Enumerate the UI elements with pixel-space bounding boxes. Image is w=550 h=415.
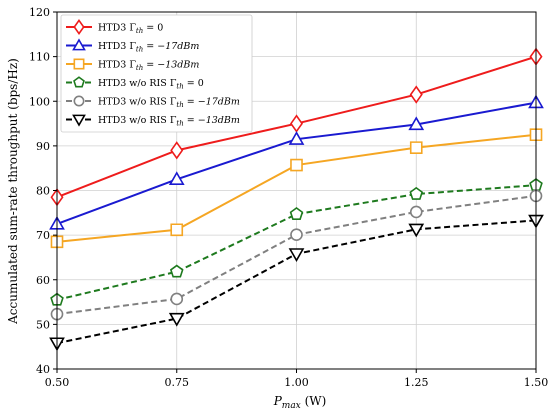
data-point-marker: [290, 228, 303, 242]
y-tick-label: 40: [36, 363, 50, 376]
data-point-marker: [289, 206, 304, 220]
data-point-marker: [289, 114, 304, 133]
data-point-marker: [73, 76, 85, 88]
data-point-marker: [288, 248, 305, 262]
x-axis-label-sub: max: [282, 401, 301, 411]
data-point-marker: [170, 141, 184, 160]
y-tick-label: 100: [29, 95, 50, 108]
data-point-marker: [72, 38, 86, 51]
legend-entry: HTD3 Γth = −17dBm: [66, 38, 199, 54]
x-axis-label: Pmax (W): [273, 394, 327, 411]
legend-box: [60, 14, 253, 133]
y-tick-label: 110: [29, 51, 50, 64]
legend-entry: HTD3 Γth = 0: [66, 19, 163, 36]
data-point-marker: [409, 85, 423, 104]
svg-text:Pmax (W): Pmax (W): [273, 394, 327, 411]
data-point-marker: [408, 116, 425, 131]
data-point-marker: [409, 205, 423, 219]
x-tick-labels: 0.50 0.75 1.00 1.25 1.50: [45, 376, 549, 389]
data-point-marker: [169, 264, 184, 278]
y-tick-label: 80: [36, 185, 50, 198]
data-point-marker: [72, 114, 86, 127]
data-point-marker: [168, 171, 185, 186]
data-point-marker: [409, 186, 424, 200]
data-point-marker: [73, 95, 85, 107]
legend-entry: HTD3 w/o RIS Γth = −13dBm: [66, 114, 240, 128]
x-tick-label: 0.75: [165, 376, 190, 389]
x-tick-label: 1.00: [284, 376, 309, 389]
legend-label: HTD3 Γth = −17dBm: [98, 41, 199, 54]
legend-label: HTD3 Γth = −13dBm: [98, 60, 199, 73]
legend-entry: HTD3 w/o RIS Γth = −17dBm: [66, 95, 240, 110]
x-axis-label-main: P: [273, 394, 283, 408]
y-tick-label: 70: [36, 229, 50, 242]
legend: HTD3 Γth = 0 HTD3 Γth = −17dBm HTD3 Γth = …: [60, 14, 253, 133]
legend-label: HTD3 w/o RIS Γth = −17dBm: [98, 97, 240, 110]
legend-entry: HTD3 Γth = −13dBm: [66, 58, 199, 73]
data-point-marker: [408, 223, 425, 238]
y-tick-labels: 40 50 60 70 80 90 100 110 120: [29, 6, 50, 376]
x-axis-label-unit: (W): [301, 394, 327, 408]
legend-entry: HTD3 w/o RIS Γth = 0: [66, 76, 204, 91]
legend-label: HTD3 Γth = 0: [98, 23, 163, 36]
y-tick-label: 90: [36, 140, 50, 153]
data-point-marker: [73, 58, 85, 70]
legend-label: HTD3 w/o RIS Γth = −13dBm: [98, 115, 240, 128]
data-point-marker: [170, 292, 184, 306]
data-point-marker: [290, 158, 303, 172]
series-lines: [49, 47, 544, 352]
data-point-marker: [73, 19, 85, 35]
x-tick-label: 1.50: [524, 376, 549, 389]
x-tick-label: 0.50: [45, 376, 70, 389]
data-point-marker: [170, 223, 184, 237]
plot-frame: [53, 11, 537, 373]
y-tick-label: 60: [36, 274, 50, 287]
series-3: [50, 128, 543, 249]
y-tick-label: 120: [29, 6, 50, 19]
data-point-marker: [288, 131, 305, 145]
legend-label: HTD3 w/o RIS Γth = 0: [98, 78, 204, 91]
data-point-marker: [409, 141, 423, 154]
y-tick-label: 50: [36, 318, 50, 331]
y-axis-label: Accumulated sum-rate throughput (bps/Hz): [6, 58, 20, 325]
data-point-marker: [168, 312, 185, 327]
x-tick-label: 1.25: [404, 376, 429, 389]
